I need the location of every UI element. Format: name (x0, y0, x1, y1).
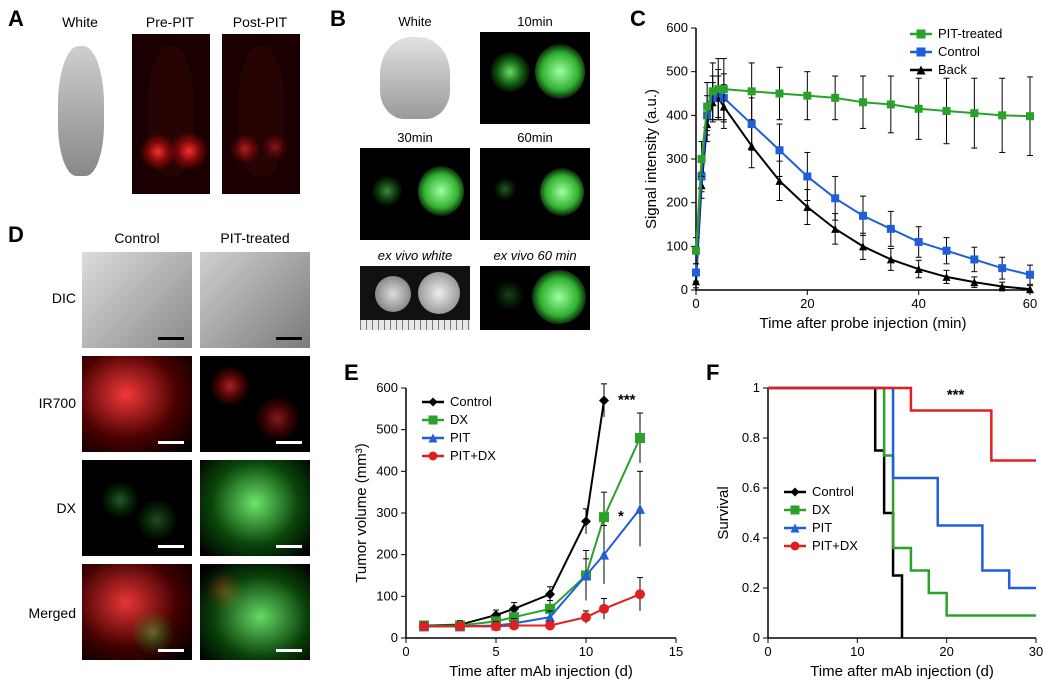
panelD-row-1: IR700 (20, 395, 76, 411)
svg-text:0: 0 (402, 644, 409, 659)
svg-text:Control: Control (812, 484, 854, 499)
panelF-chart: 0 10 20 30 0 0.2 0.4 0.6 0.8 1 Time after mAb inje… (712, 376, 1048, 682)
panelD-row-3: Merged (20, 605, 76, 621)
panelA-cap-2: Post-PIT (220, 14, 300, 30)
svg-text:300: 300 (666, 151, 688, 166)
panelD-col-0: Control (82, 230, 192, 246)
svg-text:Control: Control (938, 44, 980, 59)
svg-text:Back: Back (938, 62, 967, 77)
panelB-exvivo-white (360, 266, 470, 330)
svg-text:Time after mAb injection (d): Time after mAb injection (d) (449, 663, 633, 680)
panelD-merged-control (82, 564, 192, 660)
svg-text:PIT: PIT (450, 430, 470, 445)
panelD-dx-control (82, 460, 192, 556)
panelA-cap-0: White (40, 14, 120, 30)
panel-label-a: A (8, 6, 24, 32)
svg-text:Tumor volume (mm³): Tumor volume (mm³) (353, 443, 370, 582)
panelB-cap-2: 30min (360, 130, 470, 145)
svg-text:DX: DX (812, 502, 830, 517)
svg-text:200: 200 (666, 195, 688, 210)
svg-text:Time after mAb injection (d): Time after mAb injection (d) (810, 663, 994, 680)
svg-text:400: 400 (666, 107, 688, 122)
figure-root: A White Pre-PIT Post-PIT B White 10min 3… (0, 0, 1050, 694)
svg-text:***: *** (947, 387, 965, 404)
panelD-row-2: DX (20, 500, 76, 516)
panelB-60min (480, 148, 590, 240)
panelB-cap-3: 60min (480, 130, 590, 145)
svg-text:40: 40 (911, 296, 925, 311)
panelB-exvivo-60 (480, 266, 590, 330)
svg-text:PIT: PIT (812, 520, 832, 535)
svg-text:10: 10 (579, 644, 593, 659)
svg-text:0.4: 0.4 (742, 530, 760, 545)
panelD-ir700-control (82, 356, 192, 452)
svg-text:PIT+DX: PIT+DX (812, 538, 858, 553)
panelB-cap-0: White (360, 14, 470, 29)
svg-text:0: 0 (753, 630, 760, 645)
svg-text:500: 500 (376, 422, 398, 437)
panelB-exvivo-60-cap: ex vivo 60 min (480, 248, 590, 263)
panelA-img-pre (132, 34, 210, 194)
svg-text:300: 300 (376, 505, 398, 520)
panelA-cap-1: Pre-PIT (130, 14, 210, 30)
svg-text:20: 20 (800, 296, 814, 311)
panelA-img-white (42, 34, 120, 194)
panelD-row-0: DIC (20, 290, 76, 306)
panelB-exvivo-white-cap: ex vivo white (360, 248, 470, 263)
svg-text:***: *** (618, 392, 636, 409)
svg-text:Time after probe injection (mi: Time after probe injection (min) (759, 315, 966, 332)
svg-text:Signal intensity (a.u.): Signal intensity (a.u.) (643, 89, 660, 229)
svg-text:200: 200 (376, 547, 398, 562)
svg-text:10: 10 (850, 644, 864, 659)
svg-text:0: 0 (764, 644, 771, 659)
panelD-dic-pit (200, 252, 310, 348)
panelB-10min (480, 32, 590, 124)
panel-label-b: B (330, 6, 346, 32)
panelD-ir700-pit (200, 356, 310, 452)
svg-text:600: 600 (376, 380, 398, 395)
svg-text:600: 600 (666, 20, 688, 35)
svg-text:15: 15 (669, 644, 683, 659)
panel-label-d: D (8, 222, 24, 248)
svg-text:0: 0 (681, 282, 688, 297)
svg-text:30: 30 (1029, 644, 1043, 659)
svg-text:Survival: Survival (715, 486, 732, 539)
panelA-img-post (222, 34, 300, 194)
panelB-cap-1: 10min (480, 14, 590, 29)
svg-text:Control: Control (450, 394, 492, 409)
panelD-dic-control (82, 252, 192, 348)
panelD-merged-pit (200, 564, 310, 660)
panelB-white (360, 32, 470, 124)
svg-text:5: 5 (492, 644, 499, 659)
svg-text:0.6: 0.6 (742, 480, 760, 495)
svg-text:500: 500 (666, 64, 688, 79)
svg-text:100: 100 (376, 588, 398, 603)
svg-text:PIT+DX: PIT+DX (450, 448, 496, 463)
panelD-dx-pit (200, 460, 310, 556)
panelD-col-1: PIT-treated (200, 230, 310, 246)
svg-text:1: 1 (753, 380, 760, 395)
svg-text:DX: DX (450, 412, 468, 427)
panelB-30min (360, 148, 470, 240)
svg-text:0.8: 0.8 (742, 430, 760, 445)
svg-text:100: 100 (666, 238, 688, 253)
panelC-chart: 02040600100200300400500600Time after pro… (640, 14, 1040, 334)
panelE-chart: 0 5 10 15 0 100 200 300 400 500 600 Time after mAb … (350, 376, 686, 682)
svg-text:PIT-treated: PIT-treated (938, 26, 1002, 41)
svg-text:20: 20 (939, 644, 953, 659)
svg-text:60: 60 (1023, 296, 1037, 311)
svg-text:0.2: 0.2 (742, 580, 760, 595)
svg-text:*: * (618, 508, 624, 525)
svg-text:400: 400 (376, 463, 398, 478)
svg-text:0: 0 (391, 630, 398, 645)
svg-text:0: 0 (692, 296, 699, 311)
